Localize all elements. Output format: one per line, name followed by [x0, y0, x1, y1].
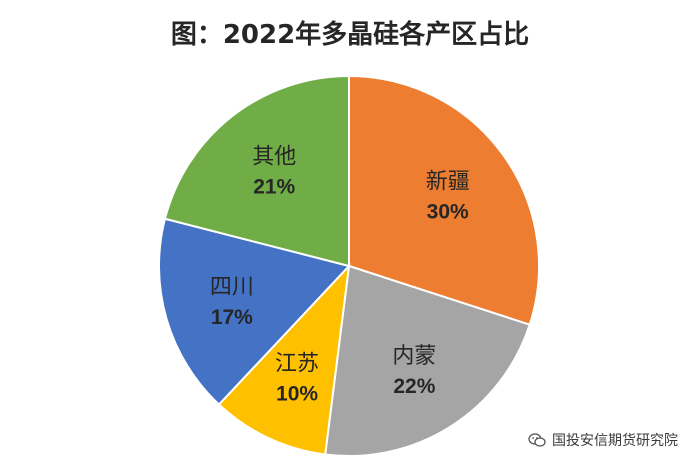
slice-percent-label: 17%	[211, 306, 253, 329]
slice-label: 江苏	[275, 351, 319, 376]
slice-percent-label: 10%	[276, 382, 318, 405]
slice-percent-label: 22%	[393, 375, 435, 398]
watermark-text: 国投安信期货研究院	[552, 433, 678, 449]
wechat-icon	[528, 433, 546, 447]
slice-percent-label: 30%	[427, 200, 469, 223]
watermark: 国投安信期货研究院	[528, 430, 678, 450]
slice-label: 新疆	[426, 169, 470, 194]
slice-label: 其他	[252, 145, 296, 170]
chart-title: 图：2022年多晶硅各产区占比	[170, 20, 530, 50]
pie-slice	[348, 74, 540, 326]
slice-label: 内蒙	[392, 344, 436, 369]
pie-slice	[163, 74, 350, 268]
slice-percent-label: 21%	[253, 176, 295, 199]
pie-slice	[324, 264, 531, 457]
pie-slice	[217, 263, 351, 456]
pie-slice	[158, 217, 351, 406]
slice-label: 四川	[210, 275, 254, 300]
